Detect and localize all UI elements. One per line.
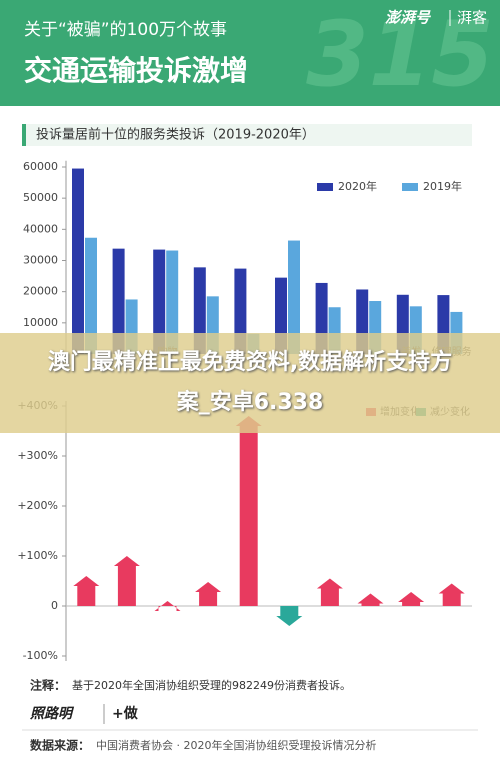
source-label: 数据来源： (30, 738, 90, 753)
bar (288, 240, 300, 354)
y-tick-label: -100% (23, 649, 58, 662)
bar (153, 249, 166, 354)
section-title: 投诉量居前十位的服务类投诉（2019-2020年） (36, 127, 315, 143)
bar (166, 250, 179, 354)
change-arrow (357, 593, 384, 606)
bar (72, 168, 84, 354)
bar (193, 267, 206, 354)
bar (85, 237, 97, 354)
change-arrow (154, 601, 181, 611)
y-tick-label: 0 (51, 599, 58, 612)
brand: +做 (112, 705, 139, 722)
change-arrow (316, 578, 343, 606)
y-tick-label: +300% (17, 449, 58, 462)
note: 基于2020年全国消协组织受理的982249份消费者投诉。 (72, 678, 351, 692)
y-tick-label: 40000 (23, 222, 58, 235)
change-arrow (276, 606, 303, 626)
title: 交通运输投诉激增 (24, 54, 248, 87)
logo: 澎湃号 (385, 9, 432, 27)
change-arrow (438, 583, 465, 606)
legend-swatch (317, 183, 333, 191)
overlay-banner: 澳门最精准正最免费资料,数据解析支持方案_安卓6.338 (0, 333, 500, 433)
note-label: 注释： (30, 678, 66, 693)
source: 中国消费者协会 · 2020年全国消协组织受理投诉情况分析 (96, 738, 376, 752)
section-accent (22, 124, 26, 146)
y-tick-label: +200% (17, 499, 58, 512)
brand: 照路明 (29, 705, 75, 722)
legend-label: 2019年 (423, 179, 462, 193)
change-arrow (113, 556, 140, 606)
header-bg (0, 0, 500, 106)
bar (234, 268, 247, 354)
y-tick-label: 20000 (23, 285, 58, 298)
logo2: 湃客 (457, 9, 487, 27)
legend-swatch (402, 183, 418, 191)
y-tick-label: 60000 (23, 160, 58, 173)
bar (112, 248, 125, 354)
y-tick-label: 30000 (23, 253, 58, 266)
bg-number: 315 (306, 2, 494, 107)
change-arrow (235, 416, 262, 606)
section-bg (22, 124, 472, 146)
y-tick-label: 50000 (23, 191, 58, 204)
overlay-text: 澳门最精准正最免费资料,数据解析支持方案_安卓6.338 (47, 350, 453, 415)
y-tick-label: +100% (17, 549, 58, 562)
legend-label: 2020年 (338, 179, 377, 193)
change-arrow (195, 582, 222, 606)
change-arrow (73, 576, 100, 606)
y-tick-label: 10000 (23, 316, 58, 329)
change-arrow (398, 592, 425, 606)
kicker: 关于“被骗”的100万个故事 (24, 20, 227, 40)
